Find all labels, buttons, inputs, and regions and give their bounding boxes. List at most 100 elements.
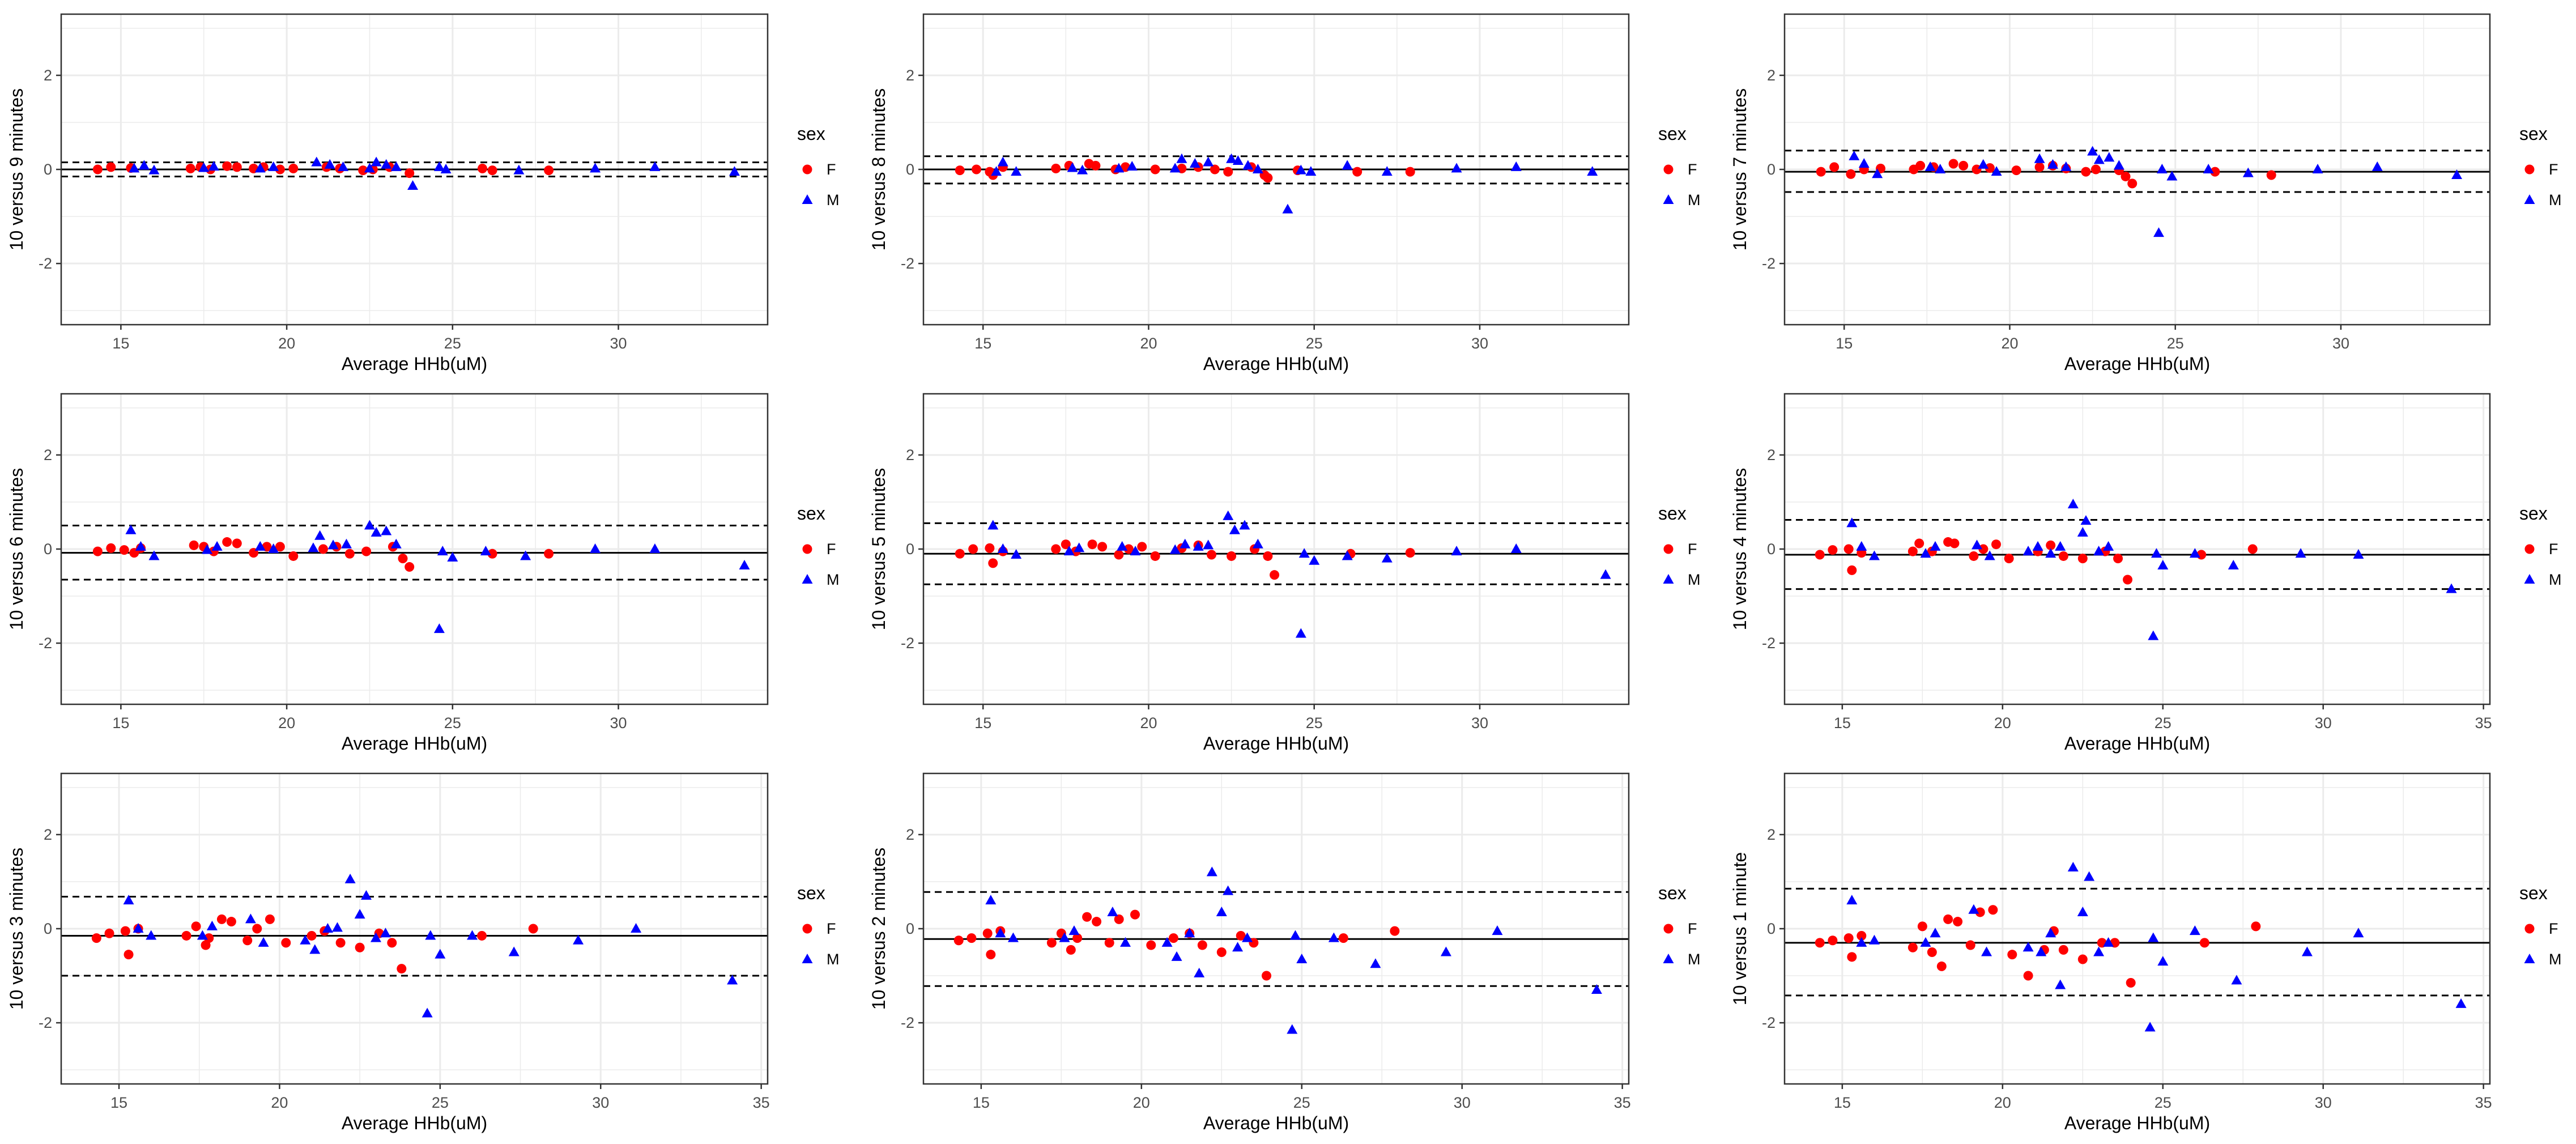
legend-marker-f — [2524, 544, 2535, 554]
data-point-m — [1858, 158, 1870, 168]
data-point-f — [988, 558, 998, 568]
data-point-m — [1920, 937, 1931, 947]
data-point-f — [982, 928, 993, 938]
data-point-m — [1206, 866, 1217, 877]
data-point-m — [1242, 160, 1254, 170]
data-point-m — [1059, 932, 1070, 942]
y-tick-label: -2 — [39, 635, 52, 652]
data-point-f — [1097, 542, 1108, 552]
data-point-m — [2060, 161, 2072, 171]
x-tick-label: 30 — [2332, 335, 2349, 352]
y-axis-title: 10 versus 4 minutes — [1730, 468, 1750, 630]
legend-label-m: M — [827, 192, 840, 209]
data-point-f — [972, 164, 982, 175]
data-point-f — [405, 562, 415, 572]
data-point-m — [1930, 928, 1941, 938]
data-point-m — [421, 1007, 433, 1018]
y-tick-label: -2 — [1762, 1014, 1775, 1031]
y-axis-title: 10 versus 3 minutes — [6, 848, 27, 1010]
x-tick-label: 35 — [2475, 1094, 2492, 1111]
data-point-f — [966, 933, 977, 943]
x-tick-label: 20 — [278, 715, 295, 732]
data-point-m — [340, 538, 352, 548]
data-point-m — [987, 520, 999, 530]
y-tick-label: 2 — [906, 826, 914, 843]
data-point-m — [2103, 541, 2114, 551]
data-point-m — [1077, 164, 1088, 175]
y-axis-title: 10 versus 1 minute — [1730, 852, 1750, 1005]
data-point-f — [1270, 570, 1280, 580]
data-point-m — [2103, 937, 2114, 947]
x-tick-label: 30 — [1471, 335, 1488, 352]
x-tick-label: 35 — [2475, 715, 2492, 732]
legend-marker-m — [1663, 954, 1674, 963]
data-point-m — [1856, 541, 1867, 551]
data-point-m — [1171, 951, 1182, 961]
data-point-m — [198, 162, 210, 172]
data-point-m — [1203, 156, 1214, 167]
data-point-m — [1872, 168, 1883, 178]
data-point-f — [344, 548, 355, 559]
data-point-f — [265, 914, 275, 924]
data-point-m — [520, 550, 531, 560]
data-point-m — [1296, 953, 1308, 963]
legend-label-m: M — [2549, 192, 2562, 209]
data-point-f — [119, 545, 129, 555]
y-tick-label: 2 — [44, 446, 52, 463]
x-tick-label: 25 — [1306, 715, 1323, 732]
data-point-f — [1091, 160, 1101, 171]
data-point-m — [258, 937, 269, 947]
y-tick-label: 2 — [44, 67, 52, 84]
data-point-f — [306, 930, 317, 941]
data-point-f — [1216, 947, 1227, 958]
legend-marker-f — [1663, 924, 1674, 934]
data-point-m — [2228, 560, 2239, 570]
data-point-m — [729, 166, 740, 176]
data-point-m — [1063, 546, 1075, 556]
data-point-m — [1370, 958, 1381, 968]
data-point-m — [1981, 946, 1992, 956]
data-point-m — [1328, 932, 1339, 942]
data-point-f — [1991, 539, 2001, 550]
data-point-f — [405, 168, 415, 178]
legend-label-m: M — [1688, 951, 1701, 968]
data-point-m — [2353, 928, 2364, 938]
data-point-m — [1381, 166, 1393, 176]
data-point-m — [649, 161, 661, 171]
y-tick-label: -2 — [1762, 255, 1775, 272]
data-point-m — [467, 930, 478, 940]
y-tick-label: 2 — [906, 67, 914, 84]
data-point-m — [1252, 164, 1263, 173]
data-point-f — [1051, 163, 1061, 173]
data-point-m — [1226, 153, 1237, 163]
data-point-f — [1210, 164, 1220, 175]
data-point-m — [2189, 548, 2200, 558]
data-point-f — [1130, 909, 1140, 920]
data-point-f — [2266, 170, 2276, 180]
data-point-f — [1352, 167, 1362, 177]
data-point-f — [1262, 971, 1272, 981]
data-point-m — [245, 913, 256, 924]
data-point-f — [1072, 933, 1083, 943]
data-point-m — [364, 163, 375, 173]
data-point-m — [1924, 161, 1936, 171]
y-tick-label: 2 — [906, 446, 914, 463]
data-point-m — [1991, 166, 2002, 176]
data-point-m — [573, 934, 584, 945]
data-point-m — [314, 530, 326, 540]
data-point-m — [202, 544, 213, 554]
data-point-f — [2121, 171, 2131, 181]
data-point-m — [123, 895, 134, 905]
x-tick-label: 20 — [1994, 1094, 2011, 1111]
data-point-m — [2087, 146, 2098, 156]
data-point-f — [2058, 551, 2068, 561]
data-point-f — [1263, 551, 1273, 561]
data-point-f — [985, 543, 995, 553]
data-point-f — [1168, 933, 1178, 943]
data-point-f — [398, 554, 408, 564]
data-point-m — [338, 161, 349, 171]
data-point-f — [106, 162, 116, 172]
data-point-f — [2113, 554, 2123, 564]
data-point-m — [2045, 548, 2056, 558]
